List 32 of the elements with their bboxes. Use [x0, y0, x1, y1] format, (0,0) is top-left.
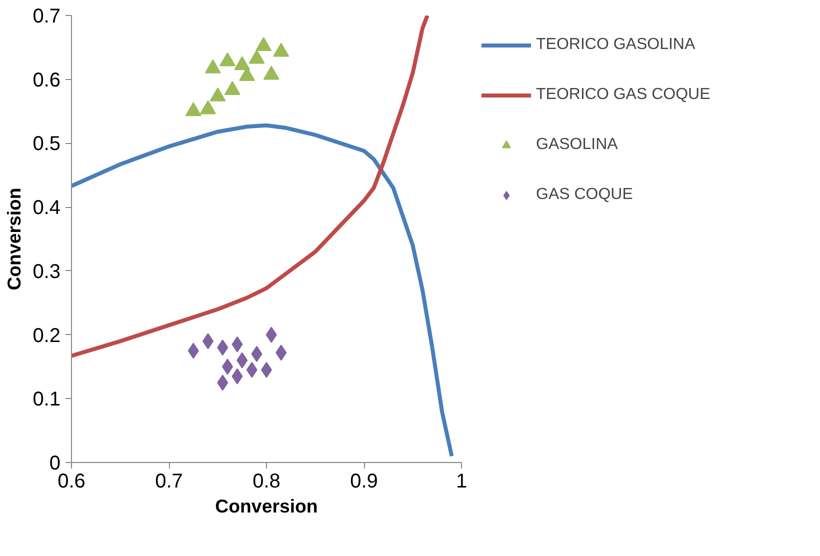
- y-tick-label: 0.5: [32, 133, 61, 156]
- point: [210, 87, 226, 102]
- legend-label: TEORICO GASOLINA: [536, 36, 696, 54]
- y-tick-label: 0.4: [32, 197, 61, 220]
- y-axis-title: Conversion: [4, 188, 25, 290]
- point: [185, 102, 202, 116]
- y-tick-label: 0.7: [32, 6, 61, 28]
- point: [204, 59, 221, 74]
- x-tick-label: 0.9: [350, 470, 378, 492]
- line-series: [72, 16, 430, 358]
- y-tick-label: 0.3: [32, 260, 61, 283]
- x-tick-label: 1: [456, 470, 468, 492]
- point: [248, 50, 265, 64]
- line-series: [72, 123, 454, 458]
- legend-label: GASOLINA: [536, 136, 618, 154]
- point: [273, 42, 290, 57]
- point: [263, 66, 280, 80]
- x-tick-label: 0.6: [58, 470, 86, 492]
- y-tick-label: 0.6: [32, 69, 61, 92]
- x-axis-title: Conversion: [215, 496, 318, 516]
- point: [220, 52, 236, 66]
- point: [224, 81, 240, 96]
- x-tick-label: 0.7: [155, 470, 183, 492]
- y-tick-label: 0.1: [32, 388, 61, 411]
- point: [200, 100, 216, 114]
- y-tick-label: 0: [49, 452, 60, 474]
- y-tick-label: 0.2: [32, 324, 61, 347]
- x-tick-label: 0.8: [252, 470, 280, 492]
- point: [256, 36, 272, 51]
- legend-label: GAS COQUE: [536, 186, 633, 204]
- legend-label: TEORICO GAS COQUE: [536, 86, 710, 104]
- point: [234, 56, 250, 70]
